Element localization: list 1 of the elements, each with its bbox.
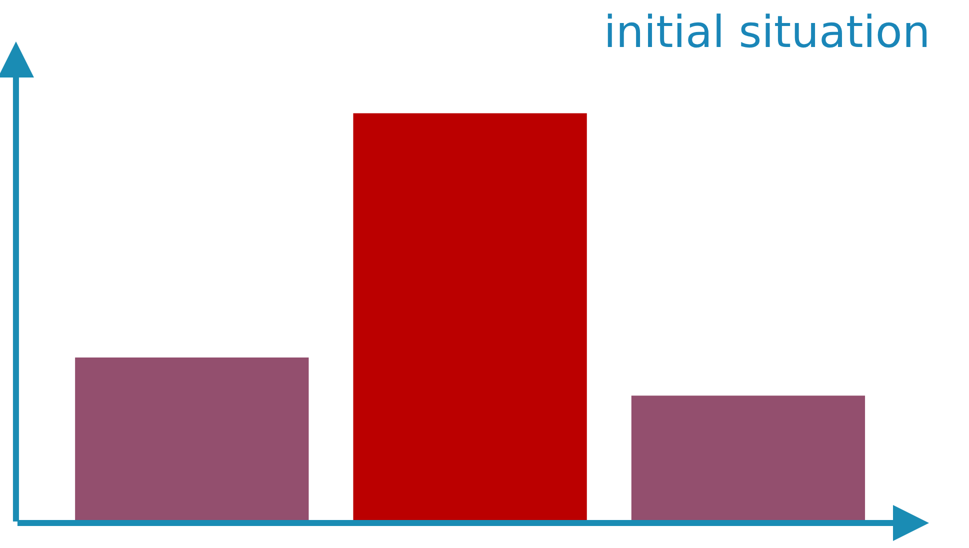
chart-title: initial situation [604, 7, 930, 58]
